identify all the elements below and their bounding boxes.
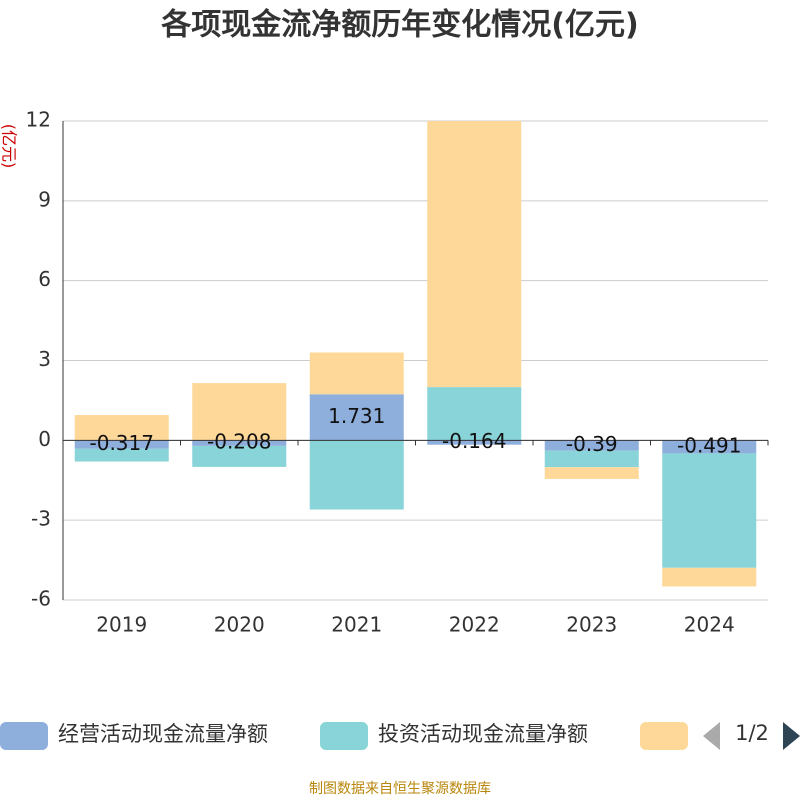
bar <box>192 440 287 446</box>
x-tick-label: 2020 <box>214 613 265 637</box>
bar <box>427 387 522 441</box>
y-tick-label: -3 <box>31 507 51 531</box>
bar <box>662 440 757 454</box>
legend-swatch <box>320 722 368 750</box>
data-label: 1.731 <box>328 404 385 428</box>
y-tick-label: 9 <box>38 187 51 211</box>
bar <box>309 394 404 441</box>
bar <box>662 567 757 587</box>
source-note: 制图数据来自恒生聚源数据库 <box>309 781 491 797</box>
bar <box>192 383 287 441</box>
x-tick-label: 2021 <box>331 613 382 637</box>
bar <box>74 440 169 449</box>
data-label: -0.208 <box>207 430 271 454</box>
data-label: -0.164 <box>442 429 506 453</box>
data-label: -0.39 <box>566 432 618 456</box>
legend-prev[interactable] <box>703 722 720 750</box>
y-tick-label: -6 <box>31 587 51 611</box>
legend-page: 1/2 <box>735 721 769 745</box>
chart-title: 各项现金流净额历年变化情况(亿元) <box>160 8 638 43</box>
bar <box>309 352 404 395</box>
y-axis-label: (亿元) <box>0 124 19 169</box>
bar <box>74 415 169 441</box>
bar <box>544 450 639 468</box>
x-tick-label: 2019 <box>96 613 147 637</box>
y-tick-label: 6 <box>38 267 51 291</box>
y-tick-label: 3 <box>38 347 51 371</box>
bar <box>309 440 404 510</box>
y-tick-label: 12 <box>26 108 51 132</box>
bar <box>192 445 287 467</box>
x-tick-label: 2022 <box>449 613 500 637</box>
bar <box>544 440 639 451</box>
legend-label: 经营活动现金流量净额 <box>58 722 268 746</box>
bar <box>427 440 522 445</box>
x-tick-label: 2023 <box>566 613 617 637</box>
legend-swatch <box>640 722 688 750</box>
bar <box>74 448 169 462</box>
legend-next[interactable] <box>783 722 800 750</box>
y-tick-label: 0 <box>38 427 51 451</box>
data-label: -0.491 <box>677 433 741 457</box>
legend-label: 投资活动现金流量净额 <box>378 722 588 746</box>
x-tick-label: 2024 <box>684 613 735 637</box>
bar <box>427 121 522 388</box>
bar <box>544 467 639 479</box>
data-label: -0.317 <box>90 431 154 455</box>
bar <box>662 453 757 568</box>
legend-swatch <box>0 722 48 750</box>
